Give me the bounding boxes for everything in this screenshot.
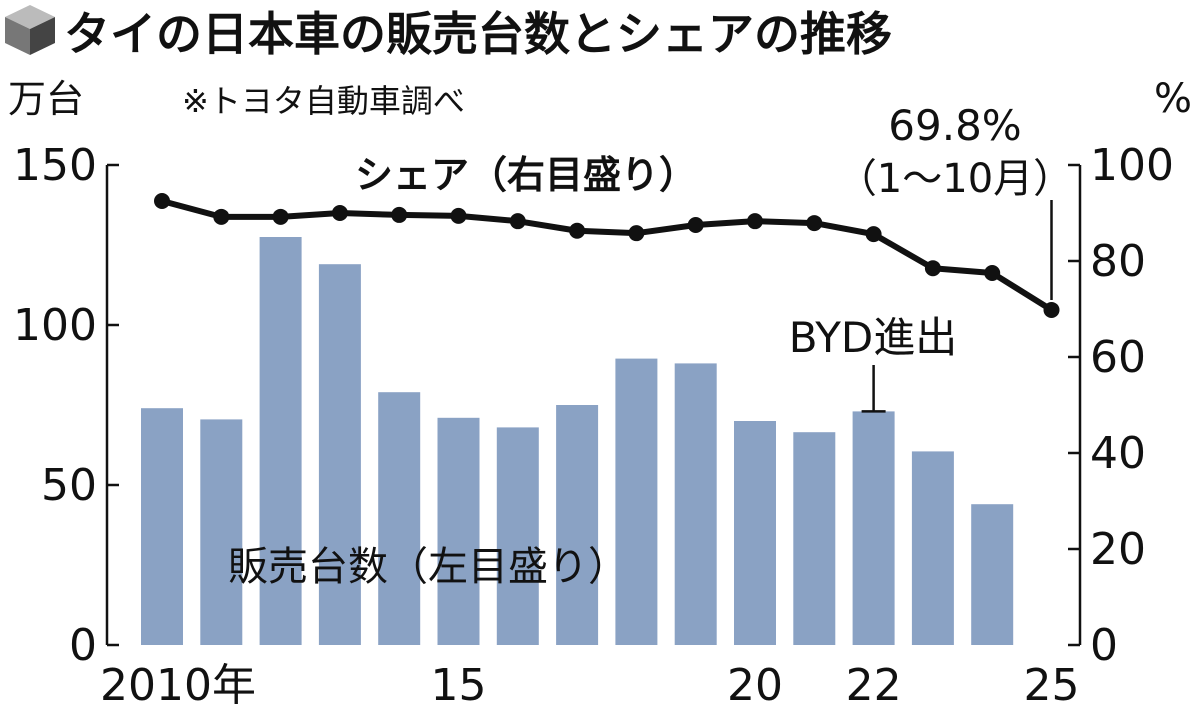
share-point-2013 [331,205,348,221]
bar-2021 [793,432,836,645]
share-point-2012 [272,208,289,225]
share-line [161,198,1054,313]
share-point-2021 [806,215,823,232]
left-tick-label: 150 [13,140,97,191]
left-axis-unit: 万台 [8,77,84,121]
bar-2010 [141,408,183,645]
right-tick-label: 20 [1090,524,1146,575]
bar-2012 [259,237,302,645]
share-point-2022 [865,226,882,243]
share-series-label: シェア（右目盛り） [355,153,697,197]
share-point-2018 [628,225,645,242]
x-axis-labels: 2010年 15 20 22 25 [100,660,1080,711]
bar-2023 [911,451,954,645]
right-tick-label: 80 [1090,236,1146,287]
bar-2020 [734,421,776,645]
right-tick-label: 0 [1090,620,1118,671]
share-point-2024 [984,265,1001,281]
bar-2014 [378,392,421,645]
axes: 0 50 100 150 0 20 40 60 80 100 [13,140,1174,671]
share-point-2011 [213,208,230,225]
bar-2013 [318,264,361,645]
sales-series-label: 販売台数（左目盛り） [228,544,628,590]
left-tick-label: 0 [69,620,97,671]
right-tick-label: 100 [1090,140,1174,191]
share-point-2010 [154,193,170,209]
right-tick-label: 60 [1090,332,1146,383]
title-area: タイの日本車の販売台数とシェアの推移 万台 ※トヨタ自動車調べ % [5,5,1192,122]
x-tick-label-2010: 2010年 [100,660,256,711]
share-point-2025 [1043,301,1060,318]
right-axis-unit: % [1154,76,1192,122]
x-tick-label-2025: 25 [1024,660,1080,711]
share-point-2016 [509,213,526,230]
annotation-byd: BYD進出 [789,313,958,362]
bar-2019 [674,363,717,645]
right-tick-label: 40 [1090,428,1146,479]
x-tick-label-2022: 22 [846,660,902,711]
annotation-leaders [861,200,1053,413]
share-point-2017 [569,222,586,239]
left-tick-label: 100 [13,300,97,351]
x-tick-label-2015: 15 [431,660,487,711]
chart-title: タイの日本車の販売台数とシェアの推移 [64,7,892,61]
share-point-2015 [450,207,467,224]
bar-2017 [556,405,599,645]
cube-icon [5,5,55,55]
left-tick-label: 50 [41,460,97,511]
share-point-2023 [924,260,941,277]
annotation-share-value: 69.8% [888,101,1021,150]
source-note: ※トヨタ自動車調べ [182,82,465,120]
bar-2024 [971,504,1014,645]
share-point-2019 [687,217,704,233]
bar-series [141,237,1014,645]
bar-2018 [615,358,658,645]
bar-2011 [200,419,243,645]
bar-2016 [496,427,539,645]
bar-2015 [437,417,480,645]
annotation-share-period: （1〜10月） [837,156,1073,202]
share-line-series [154,193,1060,318]
share-point-2020 [747,213,763,230]
bar-2022 [852,411,895,645]
share-point-2014 [391,206,408,223]
x-tick-label-2020: 20 [727,660,783,711]
